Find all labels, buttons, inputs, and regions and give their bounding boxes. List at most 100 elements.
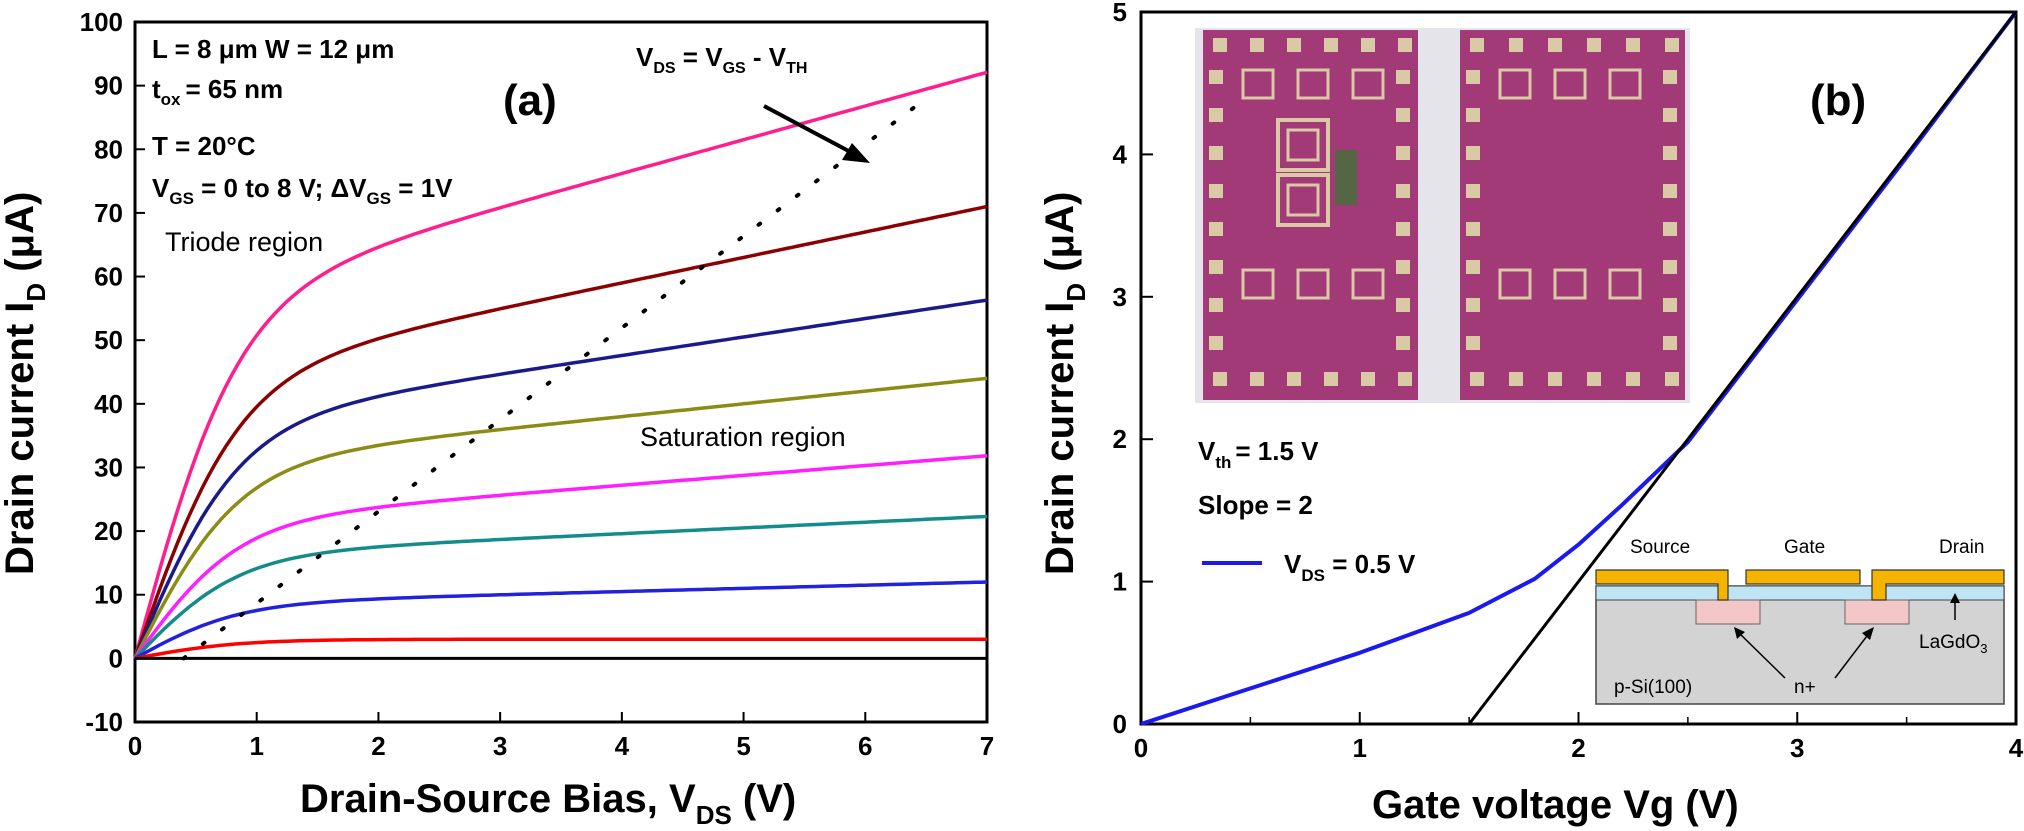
chart-a-dims-label: L = 8 μm W = 12 μm (152, 34, 394, 64)
micrograph-pad (1396, 298, 1410, 312)
chart-a-y-tick-label: 0 (109, 643, 123, 673)
drain-label: Drain (1939, 537, 1984, 558)
chart-a-y-tick-label: -10 (85, 707, 123, 737)
gate-label: Gate (1784, 537, 1825, 558)
n-plus-pointer-left (1737, 631, 1786, 679)
micrograph-pad (1209, 146, 1223, 160)
chart-a-series-line (134, 580, 988, 660)
micrograph-pad (1396, 184, 1410, 198)
micrograph-pad (1587, 38, 1601, 52)
micrograph-transistor (1296, 268, 1330, 300)
micrograph-pad (1663, 108, 1677, 122)
micrograph-pad (1396, 70, 1410, 84)
micrograph-pad (1209, 108, 1223, 122)
micrograph-transistor (1608, 268, 1642, 300)
chart-b-y-tick-label: 5 (1113, 0, 1127, 27)
micrograph-pad (1398, 372, 1412, 386)
micrograph-transistor (1553, 68, 1587, 100)
source-contact (1595, 569, 1729, 601)
micrograph-pad (1470, 372, 1484, 386)
micrograph-ring-1 (1276, 118, 1330, 172)
boundary-arrow (763, 104, 859, 158)
micrograph-pad (1287, 372, 1301, 386)
micrograph-pad (1548, 372, 1562, 386)
chart-a-frame (133, 20, 989, 724)
micrograph-transistor (1608, 68, 1642, 100)
chart-b-vds-curve (1140, 10, 2018, 726)
vds-boundary-label: VDS = VGS - VTH (636, 42, 807, 77)
chart-a-y-tick-label: 60 (94, 262, 123, 292)
micrograph-pad (1663, 336, 1677, 350)
micrograph-pad (1509, 38, 1523, 52)
micrograph-transistor (1553, 268, 1587, 300)
micrograph-pad (1324, 372, 1338, 386)
micrograph-pad (1250, 372, 1264, 386)
oxide-label: LaGdO3 (1919, 632, 1988, 656)
drain-contact (1871, 569, 2005, 601)
micrograph-pad (1209, 70, 1223, 84)
n-plus-label: n+ (1794, 677, 1816, 698)
micrograph-pad (1213, 38, 1227, 52)
chart-a-y-axis-label: Drain current ID (μA) (0, 192, 51, 575)
chart-b-y-tick-label: 1 (1113, 567, 1127, 597)
micrograph-pad (1361, 38, 1375, 52)
chart-a-series-line (133, 453, 988, 660)
micrograph-pad (1663, 184, 1677, 198)
micrograph-pad (1663, 146, 1677, 160)
micrograph-pad (1466, 336, 1480, 350)
chart-b-x-axis-label: Gate voltage Vg (V) (1372, 783, 1739, 827)
micrograph-pad (1209, 298, 1223, 312)
n-plus-pointer-left-head (1734, 627, 1745, 639)
micrograph-pad (1396, 146, 1410, 160)
chart-a-series-line (133, 70, 988, 659)
micrograph-pad (1665, 372, 1679, 386)
chart-a-x-tick-label: 0 (128, 731, 142, 761)
boundary-arrow-head (842, 143, 870, 163)
chart-b-panel-label: (b) (1810, 76, 1866, 125)
micrograph-pad (1209, 260, 1223, 274)
micrograph-pad (1663, 70, 1677, 84)
micrograph-pad (1466, 298, 1480, 312)
micrograph-pad (1663, 260, 1677, 274)
micrograph-die-right (1460, 30, 1685, 400)
chart-a-tox-label: tox = 65 nm (152, 74, 283, 109)
chart-b-y-axis-label: Drain current ID (μA) (1038, 192, 1091, 575)
chart-a-x-tick-label: 4 (615, 731, 630, 761)
chart-b-linear-fit-line (1467, 11, 2018, 725)
device-cross-section-inset: Source Gate Drain LaGdO3 n+ p-Si(100) (1595, 537, 2005, 705)
micrograph-transistor (1351, 68, 1385, 100)
chart-b-x-tick-label: 2 (1571, 733, 1585, 763)
chart-a-y-tick-label: 50 (94, 325, 123, 355)
chart-b-ticks: 0 1 2 3 4 0 1 2 3 4 5 (1113, 0, 2024, 763)
chart-a-temp-label: T = 20°C (152, 131, 256, 161)
chart-a-series-line (133, 204, 988, 659)
micrograph-pad (1209, 184, 1223, 198)
gate-contact (1745, 569, 1861, 585)
chart-a-y-tick-label: 70 (94, 198, 123, 228)
chart-a-series-line (133, 514, 988, 660)
micrograph-transistor (1351, 268, 1385, 300)
micrograph-ring-1-inner (1286, 128, 1320, 162)
n-plus-pointer-right (1834, 631, 1871, 679)
micrograph-ring-2 (1276, 173, 1330, 227)
micrograph-pad (1626, 38, 1640, 52)
chart-a-x-tick-label: 5 (736, 731, 750, 761)
chart-b-y-tick-label: 3 (1113, 282, 1127, 312)
micrograph-pad (1396, 336, 1410, 350)
micrograph-pad (1663, 298, 1677, 312)
micrograph-pad (1466, 222, 1480, 236)
micrograph-pads-left (1209, 38, 1412, 386)
drain-n-plus-region (1844, 599, 1910, 625)
device-micrograph-inset (1195, 28, 1690, 403)
micrograph-pad (1665, 38, 1679, 52)
chart-a-x-tick-label: 7 (980, 731, 994, 761)
chart-b-series (1140, 10, 2018, 726)
substrate-block (1595, 585, 2005, 705)
triode-region-label: Triode region (165, 227, 323, 257)
micrograph-pad (1466, 184, 1480, 198)
micrograph-pad (1466, 146, 1480, 160)
micrograph-pad (1470, 38, 1484, 52)
